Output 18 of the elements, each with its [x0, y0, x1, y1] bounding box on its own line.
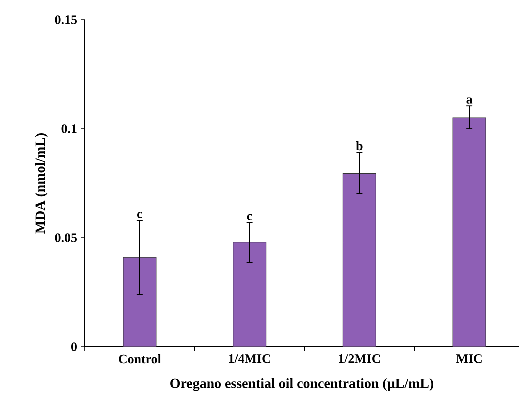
bar	[342, 173, 376, 347]
bar	[123, 257, 157, 347]
x-tick-label: Control	[119, 354, 162, 364]
annotation: a	[466, 98, 473, 104]
annotation: b	[356, 141, 363, 151]
x-tick-label: 1/2MIC	[339, 354, 380, 364]
y-tick-label: 0.05	[55, 234, 77, 242]
y-tick-label: 0.1	[62, 124, 77, 134]
x-tick-label: 1/4MIC	[229, 354, 270, 364]
annotation: c	[247, 214, 252, 221]
y-tick-label: 0	[72, 342, 77, 352]
y-tick-label: 0.15	[55, 16, 77, 24]
bar	[233, 242, 267, 347]
x-axis-title: Oregano essential oil concentration (µL/mL)	[170, 378, 434, 392]
bar	[452, 118, 486, 347]
x-tick-label: MIC	[456, 354, 482, 364]
annotation: c	[138, 212, 142, 218]
y-axis-title: MDA (nmol/mL)	[35, 134, 48, 234]
